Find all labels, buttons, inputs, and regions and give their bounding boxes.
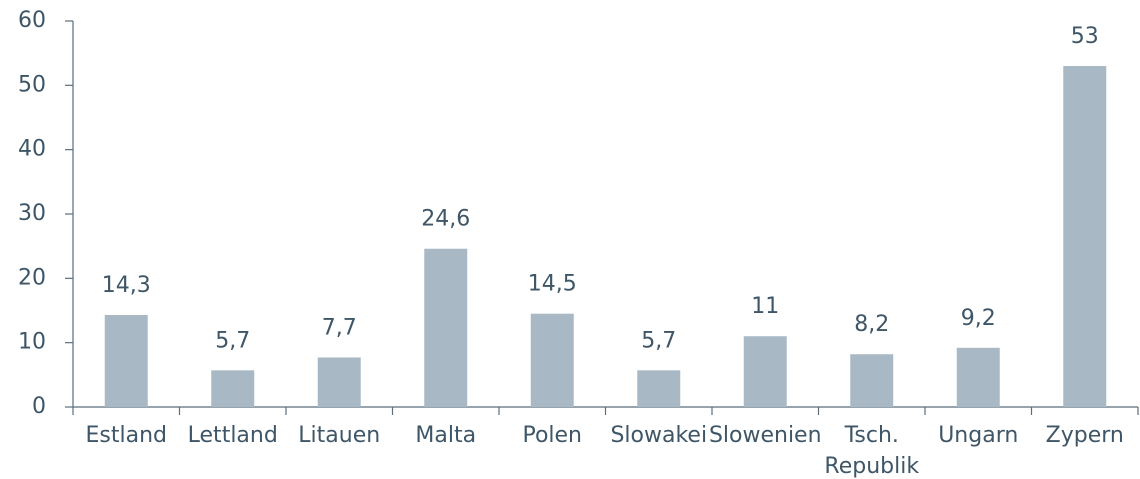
value-label: 24,6	[421, 207, 470, 232]
y-tick-label: 40	[18, 137, 46, 162]
bar	[956, 347, 1000, 407]
bar	[317, 357, 361, 407]
value-label: 53	[1071, 24, 1099, 49]
bar	[211, 370, 255, 407]
value-label: 5,7	[215, 328, 250, 353]
bar	[530, 313, 574, 407]
x-tick-label: Estland	[86, 423, 168, 448]
x-tick-label: Litauen	[298, 423, 380, 448]
bar	[637, 370, 681, 407]
y-tick-label: 30	[18, 201, 46, 226]
x-tick-label: Zypern	[1046, 423, 1124, 448]
bar	[743, 336, 787, 407]
x-tick-label: Polen	[522, 423, 582, 448]
x-tick-label: Slowakei	[610, 423, 707, 448]
value-label: 14,3	[102, 273, 151, 298]
y-tick-label: 50	[18, 72, 46, 97]
y-tick-label: 0	[32, 394, 46, 419]
y-tick-label: 60	[18, 8, 46, 33]
x-tick-label: Lettland	[188, 423, 278, 448]
value-label: 14,5	[528, 272, 577, 297]
x-tick-label: Ungarn	[938, 423, 1018, 448]
x-tick-label: Slowenien	[709, 423, 822, 448]
value-label: 7,7	[322, 315, 357, 340]
bar	[424, 248, 468, 407]
bar	[850, 354, 894, 407]
value-label: 5,7	[641, 328, 676, 353]
value-label: 8,2	[854, 312, 889, 337]
y-tick-label: 20	[18, 265, 46, 290]
x-tick-label: Tsch. Republik	[824, 423, 919, 479]
x-tick-label: Malta	[415, 423, 476, 448]
value-label: 11	[751, 294, 779, 319]
bar	[104, 315, 148, 407]
y-tick-label: 10	[18, 330, 46, 355]
bar	[1063, 66, 1107, 408]
value-label: 9,2	[961, 306, 996, 331]
